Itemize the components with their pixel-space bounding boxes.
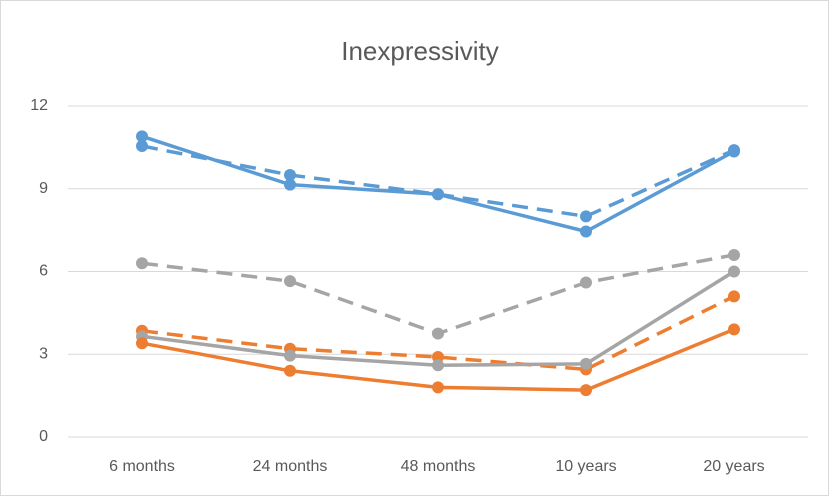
point bbox=[580, 210, 592, 223]
point bbox=[432, 188, 444, 201]
y-tick-label: 9 bbox=[39, 180, 48, 197]
point bbox=[284, 364, 296, 377]
point bbox=[728, 265, 740, 278]
y-tick-label: 12 bbox=[30, 97, 48, 114]
y-tick-label: 6 bbox=[39, 263, 48, 280]
point bbox=[136, 139, 148, 152]
x-tick-label: 10 years bbox=[555, 458, 616, 475]
point bbox=[580, 357, 592, 370]
chart-title: Inexpressivity bbox=[341, 36, 499, 66]
point bbox=[136, 257, 148, 270]
point bbox=[432, 381, 444, 394]
point bbox=[580, 384, 592, 397]
point bbox=[432, 359, 444, 372]
point bbox=[284, 349, 296, 362]
y-tick-label: 0 bbox=[39, 428, 48, 445]
point bbox=[728, 290, 740, 303]
point bbox=[136, 130, 148, 143]
series-line bbox=[141, 294, 735, 372]
point bbox=[728, 323, 740, 336]
x-tick-label: 20 years bbox=[703, 458, 764, 475]
point bbox=[284, 275, 296, 288]
x-tick-label: 6 months bbox=[109, 458, 175, 475]
point bbox=[728, 145, 740, 158]
point bbox=[432, 351, 444, 364]
point bbox=[580, 225, 592, 238]
point bbox=[728, 248, 740, 261]
point bbox=[432, 327, 444, 340]
point bbox=[136, 337, 148, 350]
x-tick-label: 24 months bbox=[253, 458, 328, 475]
y-tick-label: 3 bbox=[39, 345, 48, 362]
point bbox=[580, 276, 592, 289]
point bbox=[284, 168, 296, 181]
x-tick-label: 48 months bbox=[401, 458, 476, 475]
point bbox=[284, 178, 296, 191]
